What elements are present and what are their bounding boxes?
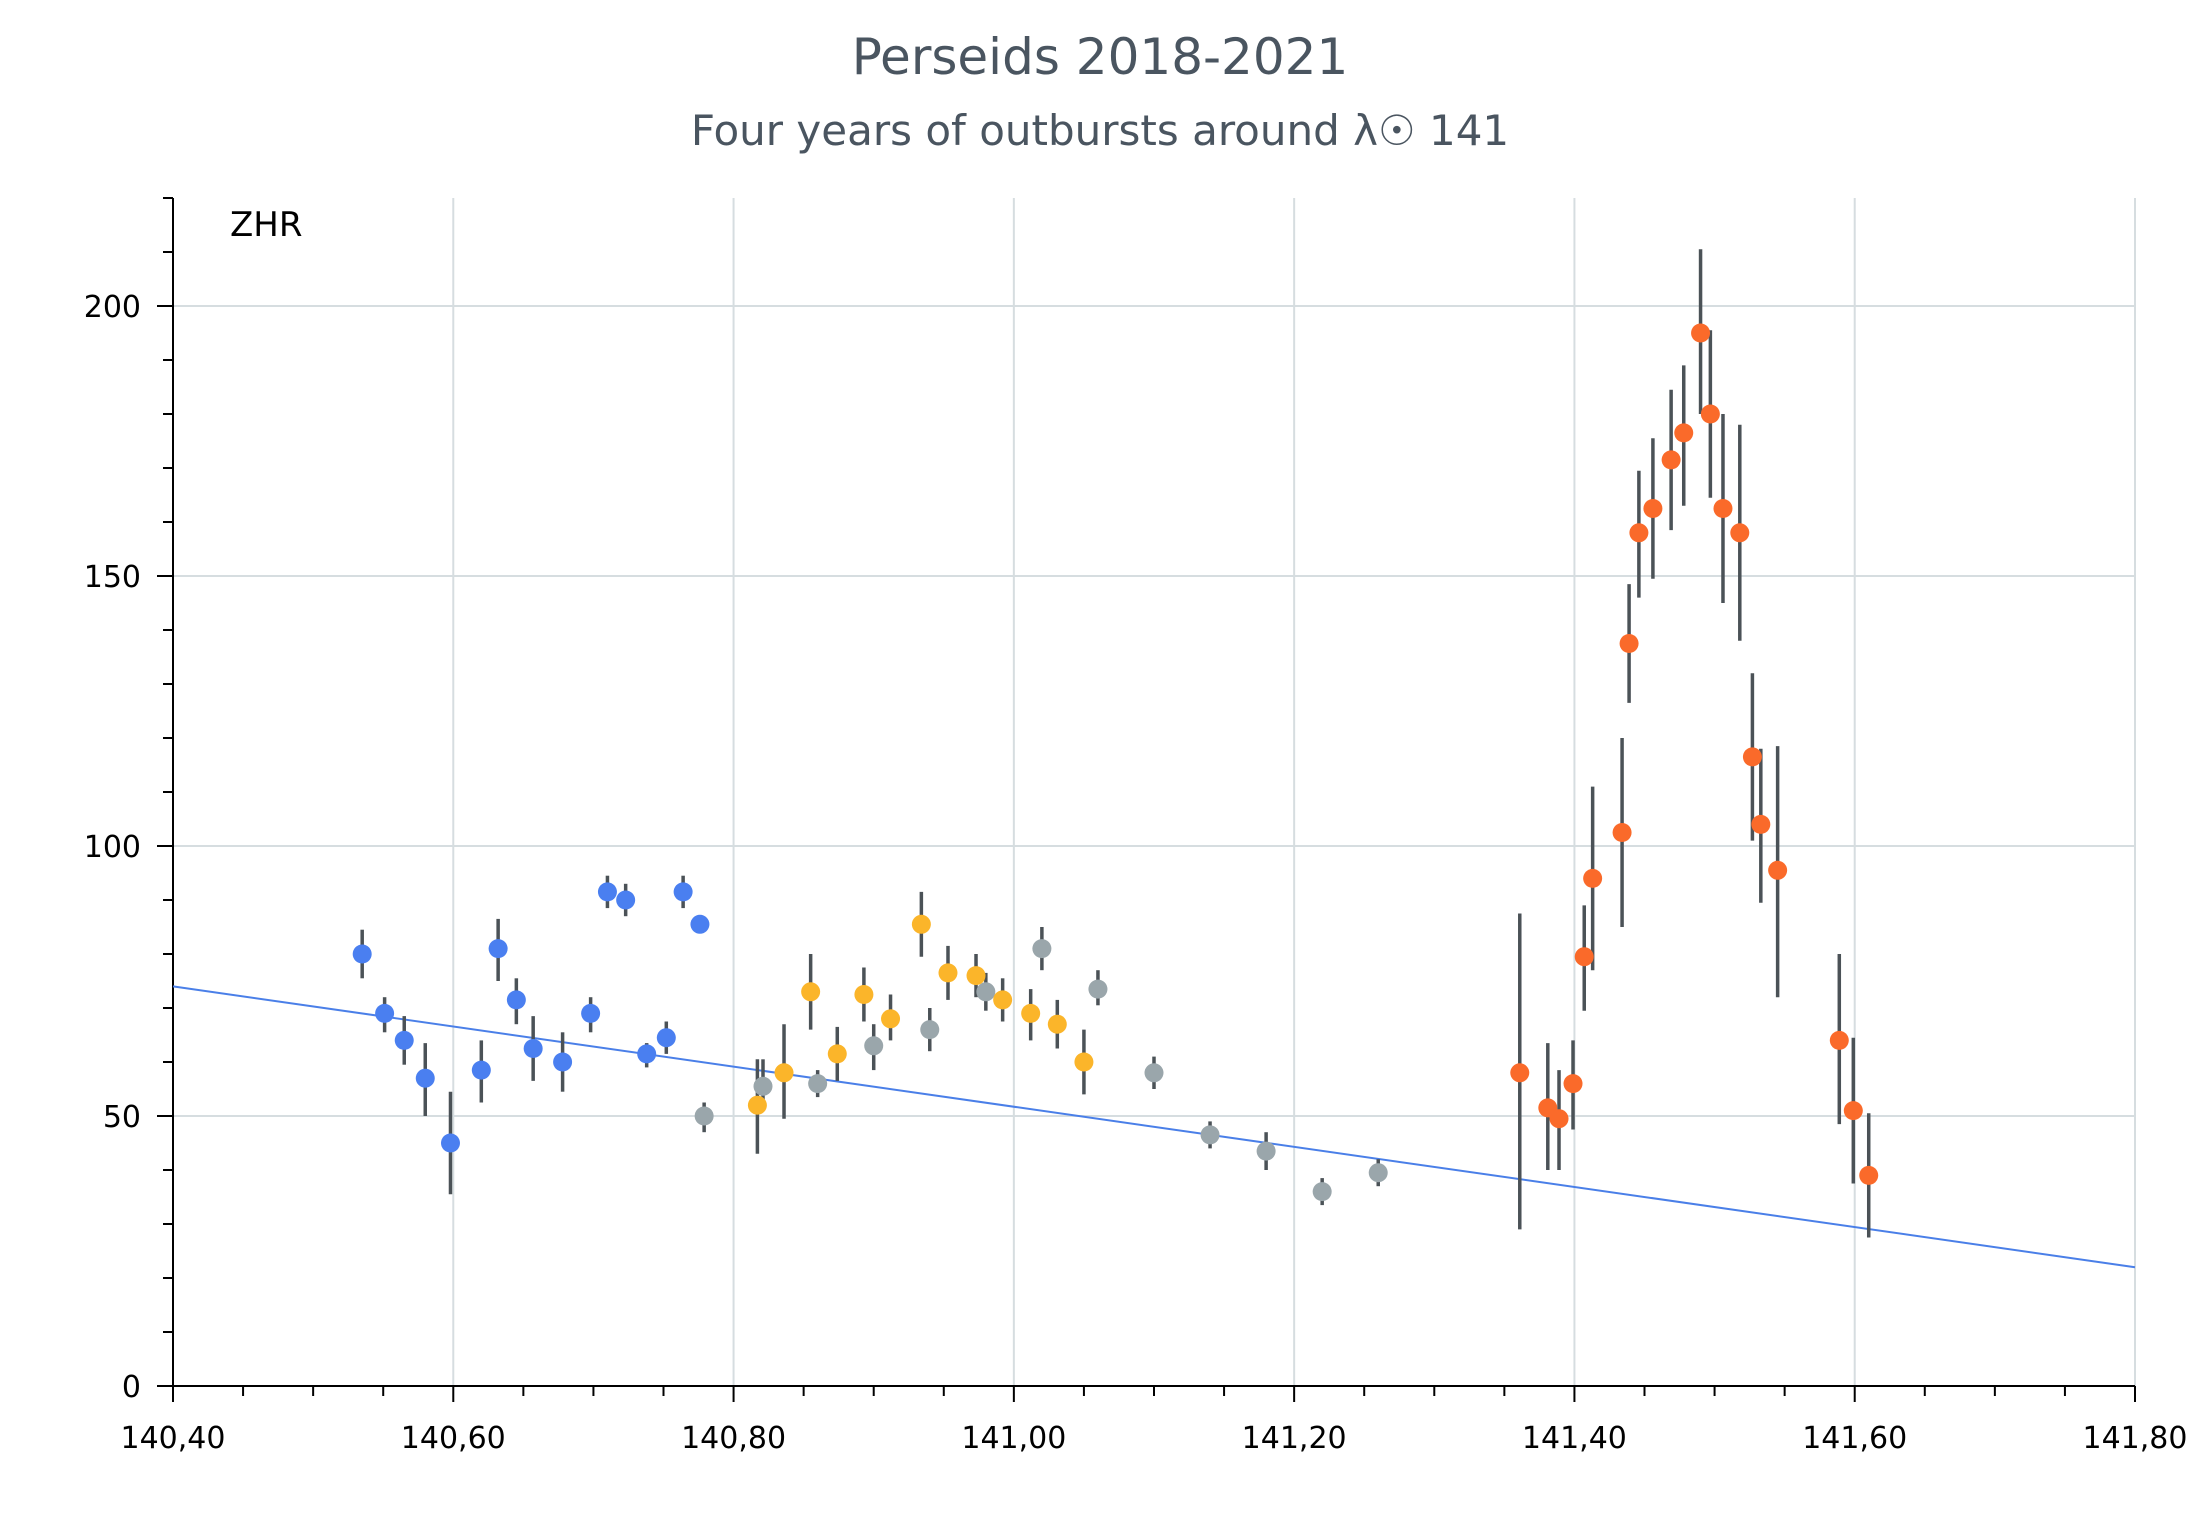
data-point <box>808 1074 828 1094</box>
data-point <box>854 985 874 1004</box>
y-tick-label: 0 <box>122 1370 141 1405</box>
data-point <box>352 944 372 964</box>
data-point <box>753 1076 773 1096</box>
data-point <box>553 1052 573 1072</box>
data-point <box>1549 1109 1569 1129</box>
data-point <box>1563 1074 1583 1094</box>
data-point <box>673 882 693 902</box>
data-point <box>1713 499 1733 518</box>
data-point <box>1074 1052 1094 1072</box>
data-point <box>1643 499 1663 518</box>
y-tick-label: 150 <box>84 560 141 595</box>
trend-line-group <box>172 985 2136 1269</box>
error-bars <box>360 249 1871 1238</box>
data-point <box>993 990 1013 1010</box>
data-point <box>774 1063 794 1083</box>
data-point <box>1619 634 1639 653</box>
data-point <box>488 939 508 959</box>
data-point <box>616 890 636 910</box>
data-point <box>1859 1165 1879 1185</box>
chart-subtitle: Four years of outbursts around λ☉ 141 <box>690 106 1510 155</box>
trend-line <box>172 985 2136 1269</box>
x-tick-label: 141,60 <box>1802 1421 1907 1456</box>
data-point <box>911 914 931 934</box>
data-point <box>920 1020 940 1040</box>
data-point <box>1751 814 1771 834</box>
x-tick-label: 141,00 <box>961 1421 1066 1456</box>
x-tick-label: 140,80 <box>681 1421 786 1456</box>
data-point <box>1510 1063 1530 1083</box>
data-point <box>637 1044 657 1064</box>
data-point <box>1829 1030 1849 1050</box>
data-point <box>1612 823 1632 842</box>
x-tick-label: 140,60 <box>401 1421 506 1456</box>
tick-labels: 140,40 140,60 140,80 141,00 141,20 141,40 141,… <box>84 290 2188 1456</box>
data-point <box>966 966 986 986</box>
x-tick-label: 141,80 <box>2083 1421 2188 1456</box>
data-point <box>1312 1182 1332 1202</box>
data-point <box>471 1060 491 1080</box>
data-point <box>1661 450 1681 470</box>
data-point <box>976 982 996 1002</box>
y-axis-label: ZHR <box>230 205 302 245</box>
data-point <box>747 1095 767 1115</box>
data-point <box>415 1068 435 1088</box>
data-point <box>1032 939 1052 959</box>
data-point <box>581 1003 601 1023</box>
data-point <box>881 1009 901 1029</box>
y-tick-label: 50 <box>103 1100 141 1135</box>
y-tick-label: 200 <box>84 290 141 325</box>
data-points <box>352 323 1879 1202</box>
data-point <box>394 1030 414 1050</box>
data-point <box>1843 1101 1863 1121</box>
data-point <box>1730 523 1750 543</box>
x-tick-label: 141,40 <box>1522 1421 1627 1456</box>
data-point <box>1583 868 1603 888</box>
chart-title: Perseids 2018-2021 <box>851 28 1349 86</box>
data-point <box>1768 860 1788 880</box>
data-point <box>1700 404 1720 424</box>
grid-lines <box>173 198 2136 1386</box>
data-point <box>1691 323 1711 343</box>
data-point <box>1629 523 1649 543</box>
x-tick-label: 140,40 <box>121 1421 226 1456</box>
data-point <box>506 990 526 1010</box>
data-point <box>694 1106 714 1126</box>
x-tick-label: 141,20 <box>1242 1421 1347 1456</box>
data-point <box>827 1044 847 1064</box>
data-point <box>656 1028 676 1048</box>
data-point <box>440 1133 460 1153</box>
data-point <box>1021 1003 1041 1023</box>
data-point <box>864 1036 884 1056</box>
data-point <box>523 1039 543 1058</box>
data-point <box>1047 1014 1067 1034</box>
data-point <box>1144 1063 1164 1083</box>
data-point <box>597 882 617 902</box>
data-point <box>1574 947 1594 967</box>
data-point <box>1088 979 1108 999</box>
data-point <box>1256 1141 1276 1161</box>
data-point <box>1674 423 1694 443</box>
data-point <box>801 982 821 1002</box>
data-point <box>1200 1125 1220 1145</box>
y-tick-label: 100 <box>84 830 141 865</box>
data-point <box>690 914 710 934</box>
data-point <box>1368 1163 1388 1183</box>
data-point <box>375 1003 395 1023</box>
data-point <box>938 963 958 983</box>
axes <box>172 198 2135 1387</box>
axis-ticks <box>157 197 2136 1402</box>
data-point <box>1742 747 1762 767</box>
